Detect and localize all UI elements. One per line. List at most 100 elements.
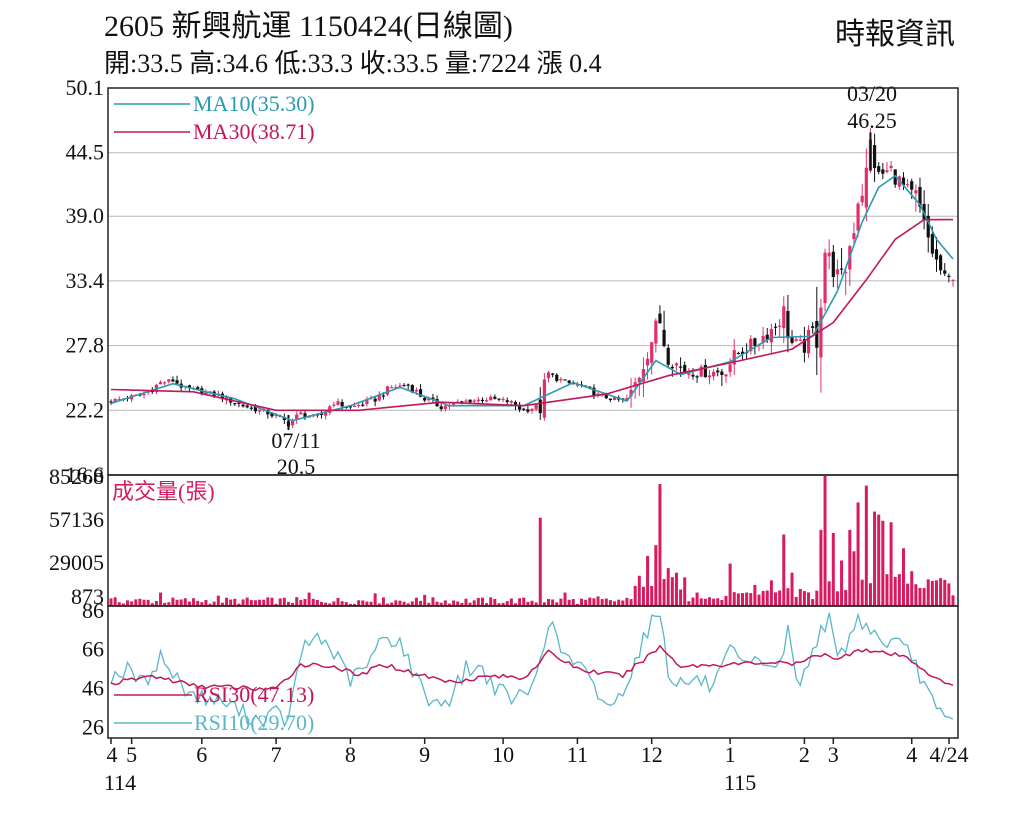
volume-bar	[778, 590, 782, 606]
volume-bar	[307, 592, 311, 606]
volume-bar	[390, 602, 394, 606]
candle-body	[546, 372, 551, 379]
volume-bar	[807, 592, 811, 606]
volume-bar	[765, 590, 769, 606]
candle-body	[282, 417, 286, 421]
candle-body	[716, 370, 720, 373]
volume-bar	[724, 595, 728, 606]
candle-body	[196, 387, 200, 390]
volume-bar	[699, 598, 703, 606]
x-tick-label: 5	[126, 742, 137, 767]
volume-bar	[753, 584, 757, 606]
volume-bar	[943, 579, 947, 606]
candle-body	[505, 400, 509, 403]
volume-bar	[641, 586, 645, 606]
x-tick-label: 12	[641, 742, 663, 767]
x-tick-label: 10	[492, 742, 514, 767]
panel-frame	[107, 87, 959, 476]
volume-bar	[840, 560, 844, 606]
volume-bar	[761, 590, 765, 606]
candle-body	[464, 400, 468, 402]
panel-frame	[107, 605, 959, 739]
candle-body	[224, 396, 229, 401]
volume-bar	[889, 522, 893, 606]
candle-body	[637, 377, 641, 383]
volume-bar	[712, 598, 716, 606]
volume-bar	[204, 599, 208, 606]
candle-body	[468, 399, 472, 403]
candle-body	[472, 400, 476, 402]
candle-body	[563, 379, 567, 381]
volume-bar	[361, 600, 365, 606]
volume-bar	[534, 602, 538, 606]
volume-bar	[365, 601, 369, 606]
candle-body	[683, 364, 687, 373]
volume-bar	[621, 600, 625, 606]
volume-bar	[910, 571, 914, 606]
candle-body	[687, 373, 691, 375]
candle-body	[241, 404, 245, 407]
candle-body	[551, 373, 555, 375]
candle-body	[208, 391, 212, 393]
volume-bar	[348, 603, 352, 606]
candle-body	[736, 352, 740, 355]
volume-bar	[575, 603, 579, 606]
volume-bar	[175, 599, 179, 606]
volume-bar	[328, 603, 332, 606]
volume-bar	[501, 602, 505, 606]
candle-body	[749, 338, 753, 352]
volume-bar	[716, 598, 720, 606]
volume-bar	[922, 587, 926, 606]
candle-body	[720, 371, 724, 375]
candle-body	[163, 382, 167, 384]
volume-bar	[526, 601, 530, 606]
candle-body	[497, 398, 501, 400]
volume-bar	[196, 600, 200, 606]
candle-body	[773, 326, 778, 328]
volume-bar	[225, 597, 229, 606]
volume-bar	[893, 576, 897, 606]
volume-bar	[163, 602, 167, 606]
volume-bar	[295, 597, 299, 606]
volume-bars	[109, 476, 955, 606]
candle-body	[641, 368, 646, 382]
candle-body	[885, 170, 889, 173]
volume-bar	[934, 580, 938, 606]
volume-bar	[468, 602, 472, 606]
candle-body	[691, 374, 695, 377]
candle-body	[352, 405, 357, 408]
candle-body	[877, 166, 881, 172]
volume-bar	[134, 599, 138, 606]
candle-body	[699, 366, 703, 377]
candle-body	[253, 406, 258, 412]
volume-bar	[286, 601, 290, 606]
candle-body	[674, 363, 679, 366]
candle-body	[798, 339, 802, 341]
volume-bar	[464, 598, 468, 606]
candle-body	[274, 414, 278, 417]
candle-body	[402, 385, 406, 387]
rsi-tick-label: 26	[82, 714, 104, 739]
grid-lines	[108, 152, 958, 411]
volume-bar	[278, 598, 282, 606]
x-tick-label: 4	[107, 742, 118, 767]
volume-bar	[513, 603, 517, 606]
candle-body	[864, 167, 868, 208]
volume-bar	[926, 579, 930, 606]
volume-bar	[939, 578, 943, 606]
volume-bar	[435, 601, 439, 606]
volume-bar	[291, 603, 295, 606]
candle-body	[728, 364, 732, 372]
x-tick-label: 4/24	[929, 742, 968, 767]
candle-body	[484, 400, 489, 402]
candle-body	[592, 387, 596, 397]
candle-body	[257, 409, 262, 412]
volume-bar	[848, 529, 852, 606]
candle-body	[567, 380, 571, 384]
candle-body	[823, 252, 827, 304]
candle-body	[324, 411, 328, 416]
chart-title: 2605 新興航運 1150424(日線圖)	[104, 10, 513, 43]
volume-bar	[897, 574, 901, 606]
candle-body	[365, 399, 369, 405]
